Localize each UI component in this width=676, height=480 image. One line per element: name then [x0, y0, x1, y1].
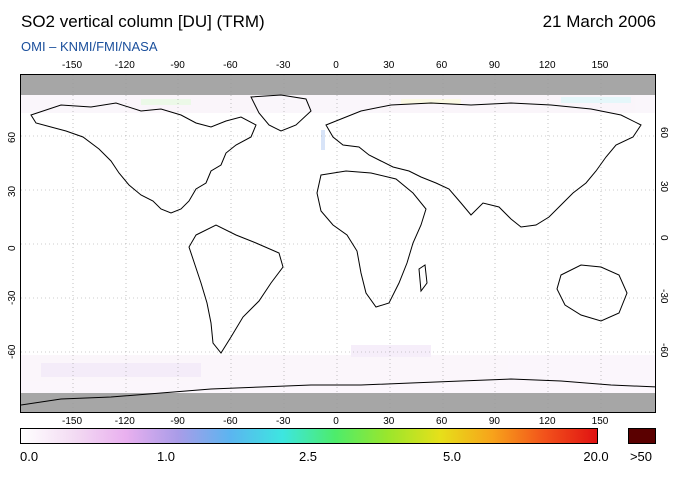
left-lat-tick-30: 30	[7, 185, 18, 197]
bottom-lon-tick-150: 150	[591, 416, 609, 427]
top-lon-tick-150: 150	[591, 60, 609, 71]
coastlines	[21, 94, 655, 406]
colorbar-overflow-swatch	[628, 428, 656, 444]
top-lon-tick--120: -120	[114, 60, 135, 71]
graticule	[21, 75, 655, 412]
left-lat-tick-60: 60	[7, 131, 18, 143]
map-title: SO2 vertical column [DU] (TRM)	[21, 12, 265, 31]
bottom-lon-tick--30: -30	[275, 416, 291, 427]
south-america-coast	[188, 224, 284, 354]
colorbar-label-2: 2.5	[298, 449, 318, 464]
colorbar-label-3: 5.0	[442, 449, 462, 464]
bottom-lon-tick-30: 30	[383, 416, 395, 427]
top-lon-tick-90: 90	[488, 60, 500, 71]
bottom-lon-tick--60: -60	[223, 416, 238, 427]
world-map	[20, 74, 656, 413]
top-lon-tick-30: 30	[383, 60, 395, 71]
right-lat-tick--60: -60	[658, 343, 669, 358]
colorbar-label-1: 1.0	[156, 449, 176, 464]
right-lat-tick-60: 60	[658, 127, 669, 139]
top-lon-tick-60: 60	[436, 60, 448, 71]
colorbar-overflow-label: >50	[629, 449, 653, 464]
colorbar-label-0: 0.0	[20, 449, 39, 464]
bottom-lon-tick-0: 0	[333, 416, 339, 427]
left-lat-tick--30: -30	[7, 290, 18, 305]
north-no-data-band	[21, 75, 655, 95]
africa-coast	[316, 170, 427, 308]
left-lat-tick--60: -60	[7, 344, 18, 359]
colorbar-gradient	[20, 428, 598, 444]
top-lon-tick--90: -90	[170, 60, 185, 71]
top-lon-tick--60: -60	[223, 60, 238, 71]
bottom-lon-tick--120: -120	[114, 416, 135, 427]
top-lon-tick-120: 120	[538, 60, 556, 71]
right-lat-tick-0: 0	[658, 235, 669, 241]
colorbar-label-4: 20.0	[583, 449, 609, 464]
top-lon-tick--150: -150	[61, 60, 83, 71]
map-svg	[21, 75, 655, 412]
data-credit: OMI – KNMI/FMI/NASA	[21, 39, 158, 54]
madagascar-coast	[418, 264, 428, 293]
right-lat-tick--30: -30	[658, 289, 669, 304]
greenland-coast	[250, 94, 312, 132]
north-america-coast	[30, 102, 257, 214]
australia-coast	[556, 264, 628, 322]
so2-faint-streaks	[21, 95, 655, 393]
eurasia-coast	[325, 102, 642, 228]
right-lat-tick-30: 30	[658, 181, 669, 193]
left-lat-tick-0: 0	[7, 245, 18, 251]
bottom-lon-tick-120: 120	[538, 416, 556, 427]
map-date: 21 March 2006	[542, 12, 656, 31]
antarctica-coast	[21, 378, 655, 406]
south-no-data-band	[21, 393, 655, 412]
bottom-lon-tick--150: -150	[61, 416, 83, 427]
bottom-lon-tick-60: 60	[436, 416, 448, 427]
top-lon-tick--30: -30	[275, 60, 291, 71]
bottom-lon-tick-90: 90	[488, 416, 500, 427]
bottom-lon-tick--90: -90	[170, 416, 185, 427]
top-lon-tick-0: 0	[333, 60, 339, 71]
